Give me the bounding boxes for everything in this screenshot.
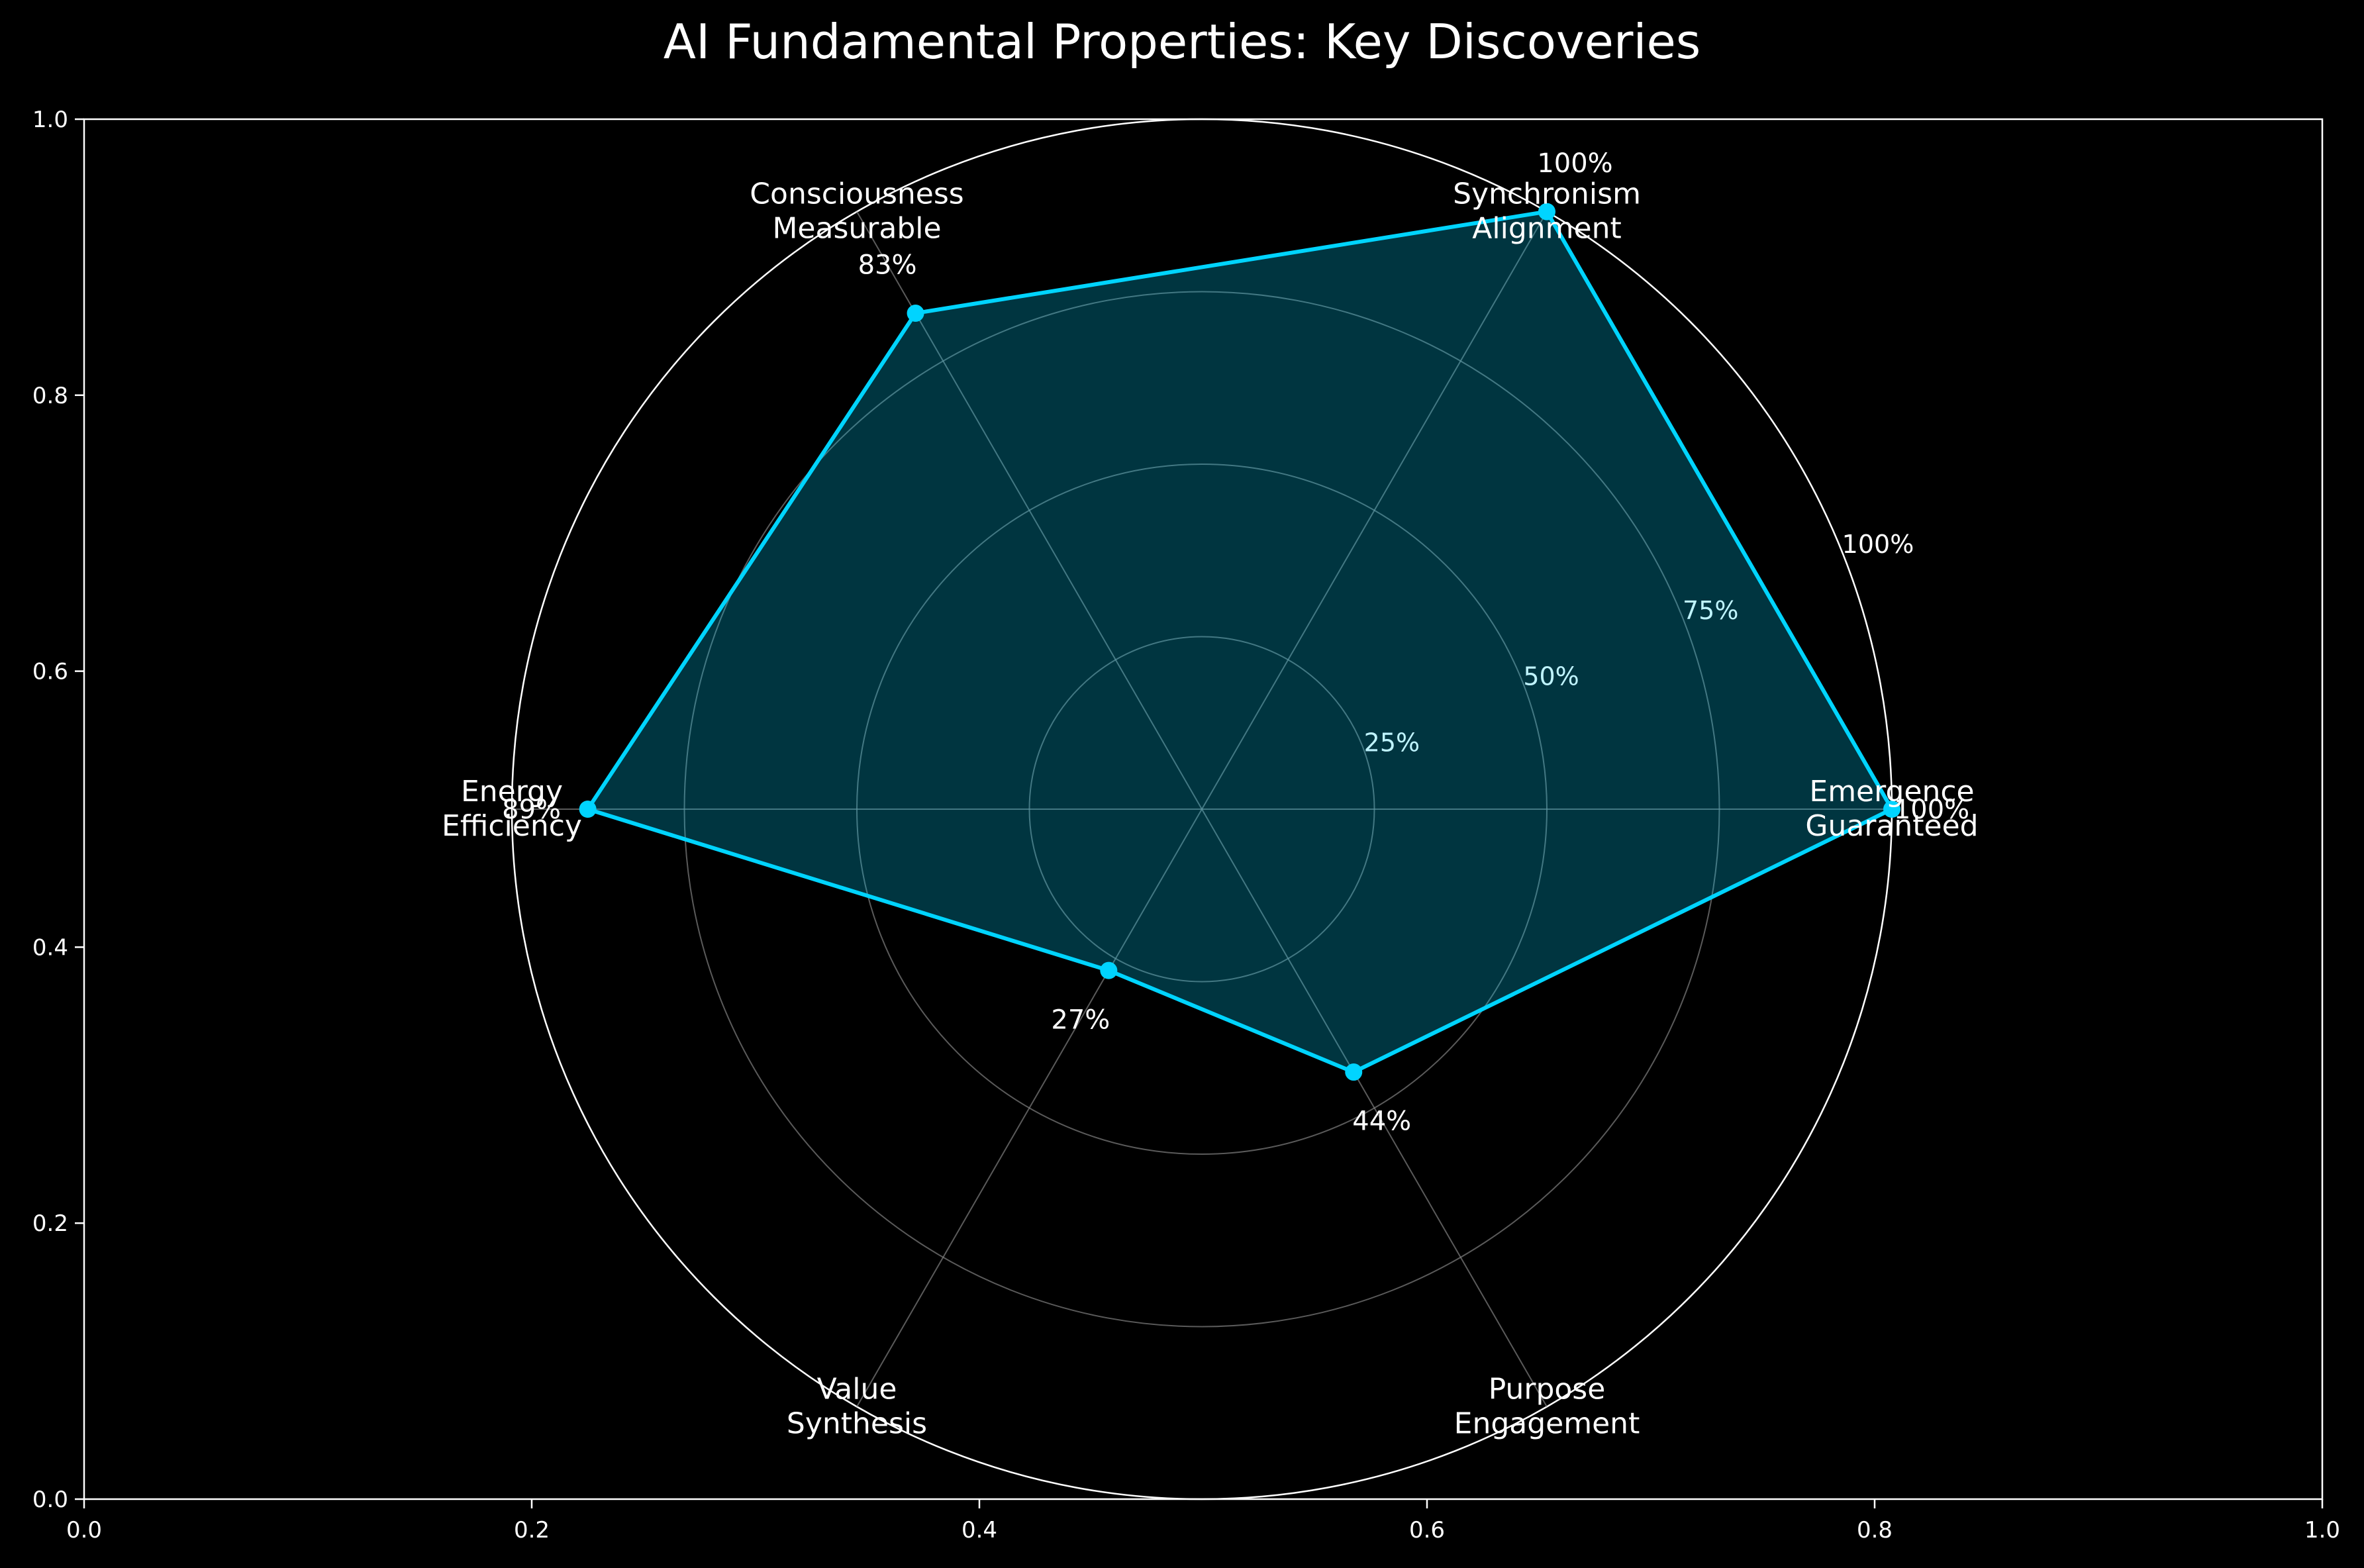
- data-point: [1538, 203, 1555, 220]
- spoke-line: [856, 808, 1203, 1407]
- data-point: [1883, 801, 1900, 818]
- y-tick-label: 0.4: [32, 934, 68, 961]
- data-point: [907, 305, 924, 322]
- value-label: 100%: [1537, 148, 1612, 179]
- x-tick-label: 1.0: [2304, 1517, 2340, 1544]
- value-label: 27%: [1051, 1004, 1110, 1035]
- radial-tick-label: 25%: [1364, 728, 1420, 757]
- category-label: Synchronism Alignment: [1453, 177, 1641, 246]
- radar-series: [579, 203, 1900, 1081]
- y-tick-label: 0.0: [32, 1487, 68, 1513]
- category-label: Purpose Engagement: [1454, 1372, 1640, 1440]
- x-tick-label: 0.8: [1857, 1517, 1893, 1544]
- value-label: 44%: [1352, 1106, 1411, 1137]
- category-label: Consciousness Measurable: [750, 177, 963, 246]
- category-label: Value Synthesis: [787, 1372, 927, 1440]
- x-tick-label: 0.6: [1409, 1517, 1445, 1544]
- spoke-line: [1201, 808, 1548, 1407]
- radial-tick-label: 50%: [1523, 662, 1579, 691]
- value-label: 83%: [858, 250, 917, 280]
- y-tick-label: 0.8: [32, 383, 68, 409]
- data-point: [579, 801, 597, 818]
- y-tick-label: 1.0: [32, 107, 68, 133]
- x-tick-label: 0.4: [961, 1517, 997, 1544]
- value-label: 89%: [502, 795, 561, 825]
- category-label: Emergence Guaranteed: [1805, 775, 1978, 843]
- data-point: [1345, 1063, 1363, 1081]
- category-label: Energy Efficiency: [442, 775, 582, 843]
- radar-labels: Emergence Guaranteed Synchronism Alignment C…: [442, 148, 1979, 1440]
- radial-tick-label: 100%: [1842, 530, 1914, 559]
- data-point: [1100, 961, 1118, 979]
- chart-title: AI Fundamental Properties: Key Discoveri…: [664, 14, 1701, 70]
- value-label: 100%: [1894, 795, 1969, 825]
- y-tick-label: 0.2: [32, 1210, 68, 1237]
- radial-tick-label: 75%: [1683, 596, 1738, 625]
- spoke-line: [1201, 211, 1548, 810]
- x-tick-label: 0.2: [514, 1517, 550, 1544]
- y-tick-label: 0.6: [32, 659, 68, 685]
- series-fill: [587, 211, 1892, 1073]
- x-tick-label: 0.0: [66, 1517, 102, 1544]
